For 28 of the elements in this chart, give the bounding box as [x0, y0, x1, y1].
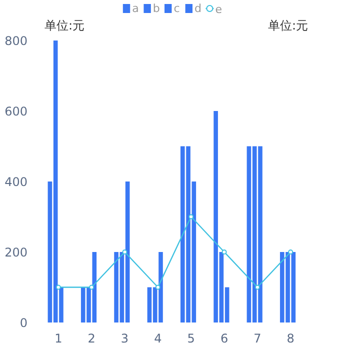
x-tick-label: 5: [187, 332, 195, 346]
point: [56, 284, 61, 290]
y-tick-label: 200: [4, 246, 28, 260]
point: [122, 250, 128, 254]
legend-label: e: [215, 3, 222, 16]
legend-label: c: [174, 2, 180, 15]
x-tick-label: 8: [286, 332, 294, 346]
x-tick-label: 6: [220, 332, 228, 346]
x-tick-label: 2: [88, 332, 96, 346]
y-axis-title: 单位:元: [44, 18, 85, 32]
x-tick-label: 7: [254, 332, 262, 346]
y-tick-label: 600: [4, 104, 28, 118]
y-tick-label: 800: [4, 34, 28, 48]
y2-axis-title: 单位:元: [268, 18, 308, 32]
point: [89, 284, 94, 290]
point: [288, 250, 294, 254]
point: [155, 284, 160, 290]
point: [188, 214, 194, 220]
x-tick-label: 3: [120, 332, 129, 346]
point: [254, 284, 260, 290]
y-tick-label: 400: [4, 175, 28, 189]
x-tick-label: 1: [54, 332, 62, 346]
x-tick-label: 4: [154, 332, 162, 346]
point: [222, 250, 227, 254]
legend-label: b: [152, 2, 160, 15]
y-tick-label: 0: [20, 316, 28, 330]
legend-label: d: [194, 2, 202, 15]
legend-label: a: [132, 2, 139, 15]
